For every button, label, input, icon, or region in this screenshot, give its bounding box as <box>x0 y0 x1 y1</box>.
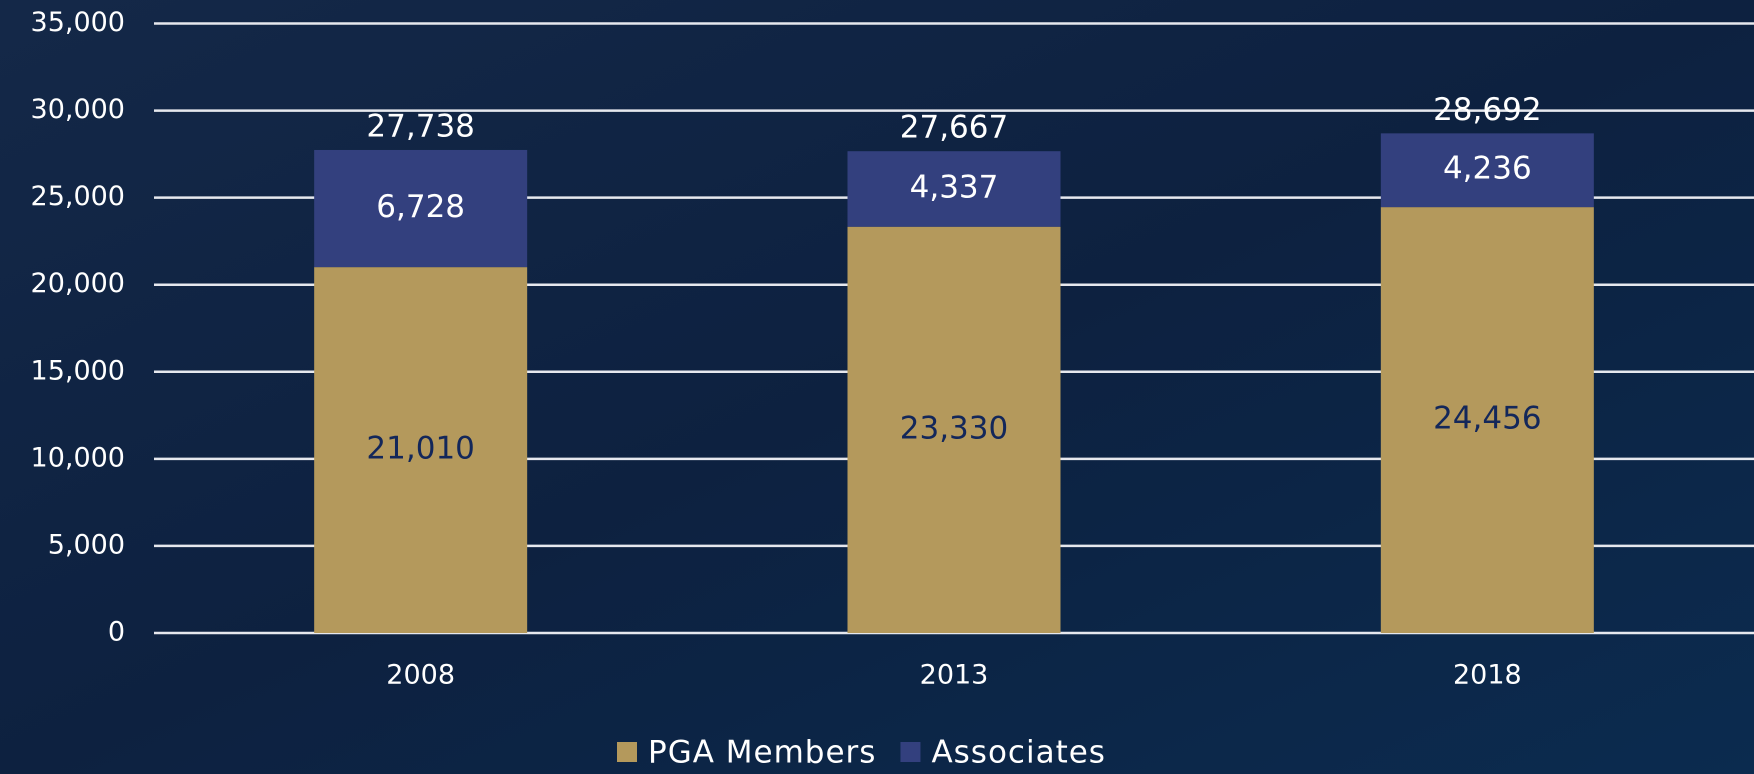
y-tick-label: 35,000 <box>31 7 125 38</box>
bar-segment <box>1380 133 1594 208</box>
value-label: 4,337 <box>910 169 999 205</box>
value-label: 24,456 <box>1433 401 1541 437</box>
value-label: 23,330 <box>900 410 1008 446</box>
total-label: 27,738 <box>366 108 474 144</box>
y-tick-label: 20,000 <box>31 268 125 299</box>
legend-label: Associates <box>931 735 1106 771</box>
bar-segment <box>314 149 528 268</box>
y-tick-label: 5,000 <box>48 529 125 560</box>
legend-label: PGA Members <box>648 735 876 771</box>
bar-segment <box>847 151 1061 227</box>
y-tick-label: 0 <box>108 617 125 648</box>
legend-swatch <box>900 742 921 762</box>
bar-segment <box>847 226 1061 633</box>
x-tick-label: 2013 <box>920 660 989 691</box>
total-label: 28,692 <box>1433 92 1541 128</box>
y-tick-label: 25,000 <box>31 181 125 212</box>
value-label: 4,236 <box>1443 151 1532 187</box>
y-tick-label: 10,000 <box>31 442 125 473</box>
x-tick-label: 2008 <box>386 660 455 691</box>
total-label: 27,667 <box>900 110 1008 146</box>
legend-swatch <box>617 742 637 762</box>
value-label: 21,010 <box>366 431 474 467</box>
bar-segment <box>314 267 528 633</box>
x-tick-label: 2018 <box>1453 660 1522 691</box>
y-tick-label: 30,000 <box>31 94 125 125</box>
y-tick-label: 15,000 <box>31 355 125 386</box>
bar-segment <box>1380 207 1594 634</box>
value-label: 6,728 <box>376 189 465 225</box>
